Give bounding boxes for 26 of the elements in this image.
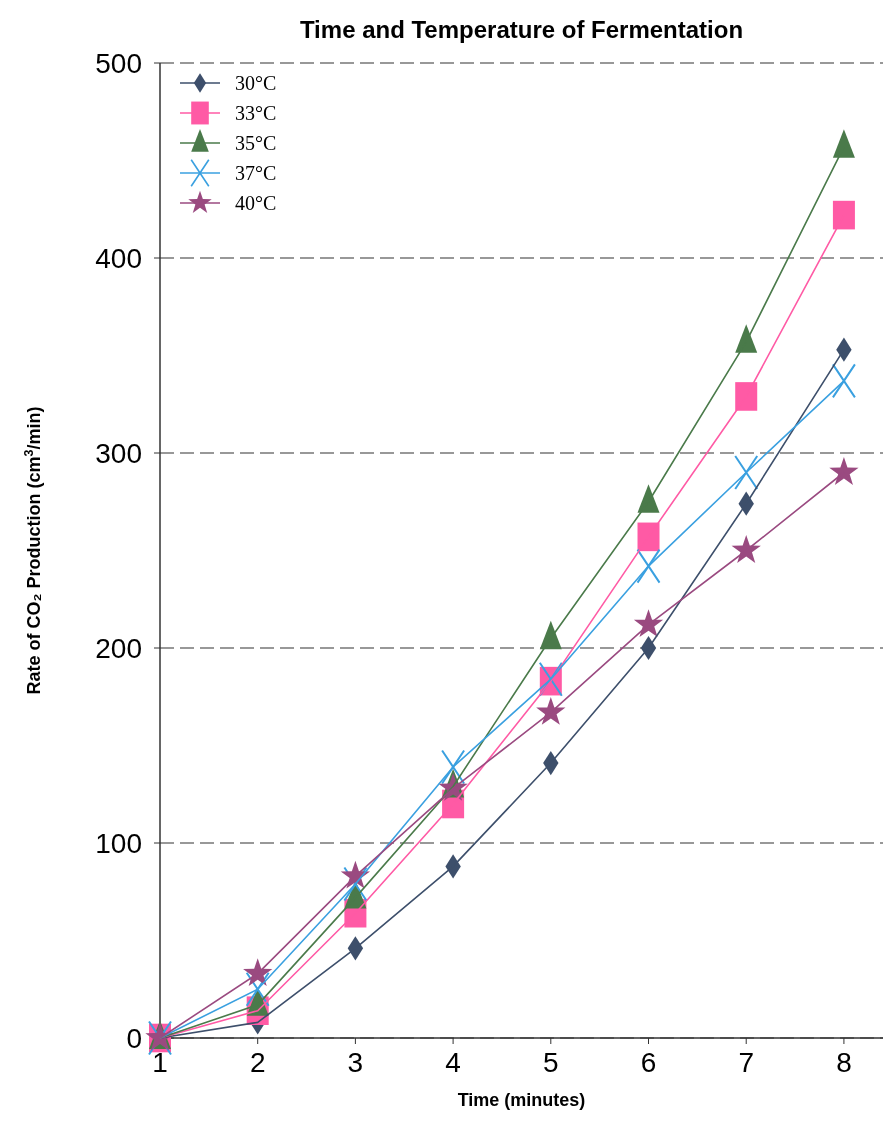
legend-label: 35°C xyxy=(235,132,277,154)
legend-label: 37°C xyxy=(235,162,277,184)
y-tick-label: 100 xyxy=(95,827,142,859)
legend-label: 33°C xyxy=(235,102,277,124)
x-tick-label: 7 xyxy=(738,1047,755,1078)
point xyxy=(735,382,758,411)
point xyxy=(832,200,855,230)
point xyxy=(536,696,566,725)
x-tick-label: 2 xyxy=(249,1047,266,1078)
chart-title: Time and Temperature of Fermentation xyxy=(299,16,744,43)
x-tick-label: 4 xyxy=(445,1047,461,1078)
y-tick-label: 300 xyxy=(95,437,142,469)
x-tick-label: 3 xyxy=(347,1047,364,1078)
x-axis-title: Time (minutes) xyxy=(457,1090,586,1110)
x-tick-label: 1 xyxy=(152,1047,168,1078)
y-tick-label: 200 xyxy=(95,632,142,664)
point xyxy=(829,457,859,485)
x-tick-label: 6 xyxy=(640,1047,657,1078)
x-tick-label: 8 xyxy=(836,1047,852,1078)
y-tick-label: 400 xyxy=(95,242,142,274)
y-tick-label: 0 xyxy=(126,1022,142,1054)
point xyxy=(734,455,759,490)
legend-label: 40°C xyxy=(235,192,277,214)
y-tick-label: 500 xyxy=(95,47,142,79)
x-tick-label: 5 xyxy=(543,1047,559,1078)
legend-label: 30°C xyxy=(235,72,277,94)
